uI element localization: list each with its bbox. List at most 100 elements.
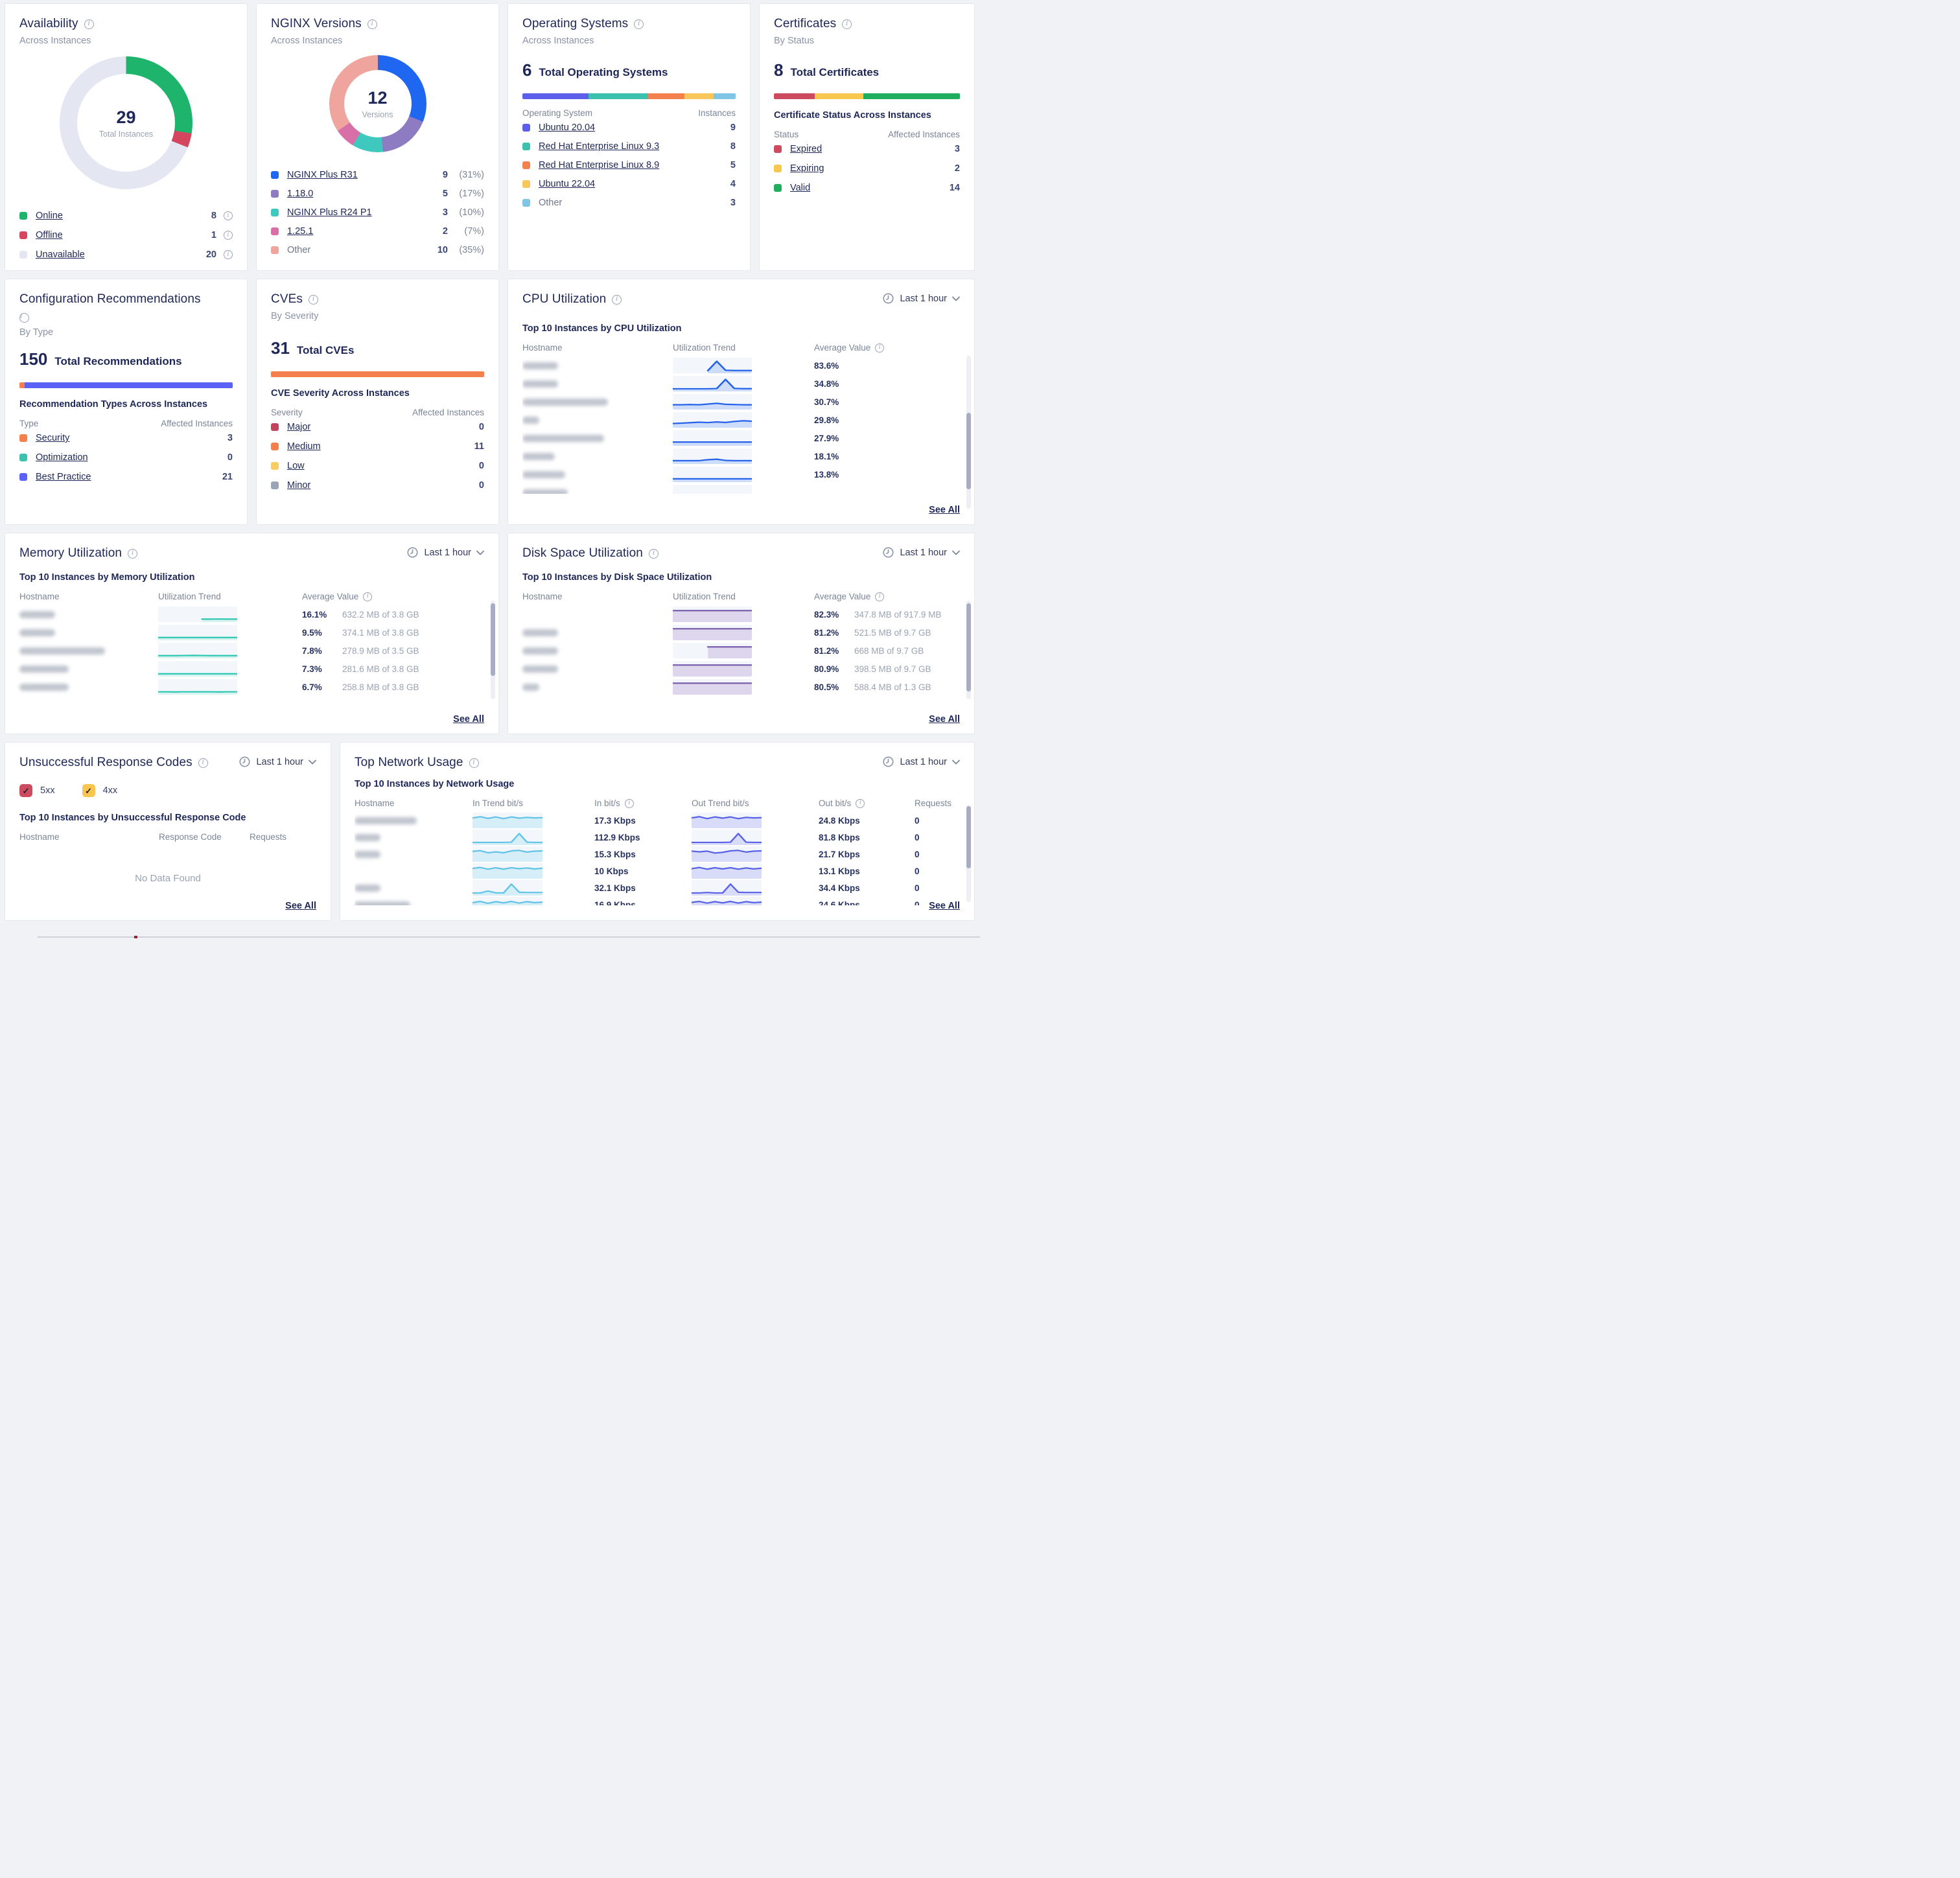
memory-detail: 281.6 MB of 3.8 GB [342,664,419,674]
info-icon[interactable]: i [308,294,318,305]
disk-detail: 668 MB of 9.7 GB [854,645,924,656]
cpu-utilization-card: CPU Utilization i Last 1 hour Top 10 Ins… [508,279,975,525]
out-trend-sparkline [692,880,819,896]
legend-label-link[interactable]: NGINX Plus R24 P1 [287,207,372,218]
time-range-selector[interactable]: Last 1 hour [406,546,484,559]
section-title: Certificate Status Across Instances [774,110,931,121]
clock-icon [239,756,250,767]
info-icon[interactable]: i [367,19,377,29]
status-label-link[interactable]: Expired [790,144,822,154]
average-value: 27.9% [814,433,839,443]
scrollbar[interactable] [491,601,495,699]
checkbox-checked-icon[interactable]: ✓ [82,784,95,797]
info-icon[interactable]: i [875,592,885,601]
utilization-trend-sparkline [158,607,302,622]
out-bits-value: 13.1 Kbps [819,866,860,876]
legend-color-swatch [19,212,27,220]
info-icon[interactable]: i [624,798,634,808]
average-value: 34.8% [814,378,839,389]
type-label-link[interactable]: Best Practice [36,472,91,482]
see-all-link[interactable]: See All [929,901,960,911]
time-range-selector[interactable]: Last 1 hour [882,756,960,768]
info-icon[interactable]: i [856,798,865,808]
status-label-link[interactable]: Expiring [790,163,824,174]
legend-label-link[interactable]: Offline [36,230,63,240]
memory-table-row: 9.5% 374.1 MB of 3.8 GB [19,623,484,642]
cpu-table: 83.6% 34.8% 30.7% 29.8% 27.9% 18.1% [522,356,960,494]
severity-label-link[interactable]: Low [287,461,305,471]
time-range-selector[interactable]: Last 1 hour [239,756,316,768]
scrollbar[interactable] [966,601,971,699]
out-bits-value: 21.7 Kbps [819,849,860,859]
hostname-redacted [522,380,673,388]
see-all-link[interactable]: See All [929,714,960,725]
info-icon[interactable]: i [19,313,29,323]
info-icon[interactable]: i [469,758,479,768]
info-icon[interactable]: i [363,592,373,601]
legend-label-link[interactable]: Other [287,244,311,255]
card-title: Unsuccessful Response Codes [19,756,192,769]
time-range-selector[interactable]: Last 1 hour [882,292,960,305]
recommendation-type-row: Best Practice 21 [19,467,233,487]
average-value: 83.6% [814,360,839,371]
disk-table-row: 80.5% 588.4 MB of 1.3 GB [522,678,960,696]
response-code-checkbox[interactable]: ✓ 5xx [19,784,55,797]
type-label-link[interactable]: Security [36,433,70,443]
info-icon[interactable]: i [634,19,644,29]
legend-percent: (17%) [459,188,484,199]
section-title: CVE Severity Across Instances [271,388,410,399]
affected-instances-value: 2 [954,163,960,174]
info-icon[interactable]: i [842,19,852,29]
info-icon[interactable]: i [84,19,94,29]
below-fold-divider [38,936,980,938]
network-table-row: 32.1 Kbps 34.4 Kbps 0 [355,879,960,896]
hostname-redacted [355,833,472,841]
utilization-trend-sparkline [673,467,814,482]
os-label-link[interactable]: Ubuntu 22.04 [539,178,596,189]
status-label-link[interactable]: Valid [790,183,811,193]
time-range-selector[interactable]: Last 1 hour [882,546,960,559]
severity-label-link[interactable]: Medium [287,441,321,452]
os-label-link[interactable]: Other [539,197,563,208]
severity-label-link[interactable]: Minor [287,480,311,491]
network-table-row: 17.3 Kbps 24.8 Kbps 0 [355,812,960,829]
card-subtitle: Across Instances [271,36,343,46]
disk-detail: 521.5 MB of 9.7 GB [854,627,931,638]
see-all-link[interactable]: See All [453,714,484,725]
severity-label-link[interactable]: Major [287,422,311,432]
utilization-trend-sparkline [673,661,814,677]
type-label-link[interactable]: Optimization [36,452,88,463]
see-all-link[interactable]: See All [285,901,316,911]
info-icon[interactable]: i [224,250,233,259]
cpu-table-row: 18.1% [522,447,960,465]
info-icon[interactable]: i [128,548,138,559]
os-label-link[interactable]: Red Hat Enterprise Linux 9.3 [539,141,660,152]
info-icon[interactable]: i [648,548,659,559]
versions-label: Versions [362,110,393,119]
card-title: CVEs [271,292,303,306]
utilization-trend-sparkline [158,643,302,658]
clock-icon [883,293,894,304]
scrollbar[interactable] [966,356,971,509]
info-icon[interactable]: i [198,758,208,768]
checkbox-checked-icon[interactable]: ✓ [19,784,32,797]
see-all-link[interactable]: See All [929,505,960,515]
response-code-checkbox[interactable]: ✓ 4xx [82,784,117,797]
cpu-table-row [522,483,960,494]
utilization-trend-sparkline [158,625,302,640]
legend-label-link[interactable]: NGINX Plus R31 [287,169,358,180]
legend-label-link[interactable]: Unavailable [36,249,85,260]
info-icon[interactable]: i [224,231,233,240]
legend-color-swatch [522,198,530,207]
legend-label-link[interactable]: 1.18.0 [287,188,314,199]
info-icon[interactable]: i [224,211,233,220]
os-label-link[interactable]: Ubuntu 20.04 [539,122,596,133]
info-icon[interactable]: i [875,343,885,353]
section-title: Top 10 Instances by Disk Space Utilizati… [522,572,712,583]
legend-label-link[interactable]: 1.25.1 [287,226,314,237]
os-label-link[interactable]: Red Hat Enterprise Linux 8.9 [539,159,660,170]
scrollbar[interactable] [966,805,971,902]
legend-label-link[interactable]: Online [36,211,63,221]
info-icon[interactable]: i [612,294,622,305]
hostname-redacted [522,452,673,460]
